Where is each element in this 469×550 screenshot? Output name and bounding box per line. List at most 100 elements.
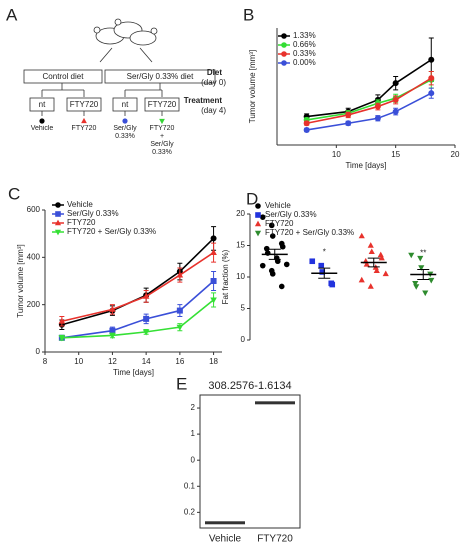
treatment-day: (day 4) xyxy=(201,106,226,115)
marker xyxy=(259,262,266,269)
marker xyxy=(263,245,270,252)
y-tick-label: 0 xyxy=(191,455,196,464)
treatment: FTY720 xyxy=(148,100,177,109)
legend-label: Ser/Gly 0.33% xyxy=(265,210,317,219)
group-name: Ser/Gly 0.33% xyxy=(113,125,137,140)
marker xyxy=(363,261,370,267)
legend-label: 0.66% xyxy=(293,40,316,49)
x-tick-label: 16 xyxy=(175,357,184,366)
treatment: nt xyxy=(122,100,129,109)
marker xyxy=(259,214,266,220)
sem-bar xyxy=(268,248,281,260)
legend-label: 0.00% xyxy=(293,58,316,67)
marker xyxy=(176,324,184,331)
series-line xyxy=(61,237,215,326)
treatment: FTY720 xyxy=(70,100,99,109)
marker xyxy=(279,243,286,250)
marker xyxy=(281,42,287,48)
group-name: FTY720 xyxy=(71,125,97,132)
group-name: FTY720 + Ser/Gly 0.33% xyxy=(149,125,175,156)
y-tick-label: 600 xyxy=(27,205,41,214)
marker xyxy=(374,103,381,110)
legend-label: 0.33% xyxy=(293,49,316,58)
marker xyxy=(55,211,61,217)
diet: Control diet xyxy=(43,72,85,81)
x-tick-label: 18 xyxy=(209,357,218,366)
treatment-label: Treatment xyxy=(184,96,223,105)
marker xyxy=(210,278,217,284)
y-tick-label: 0.2 xyxy=(184,507,196,516)
significance: * xyxy=(323,247,326,256)
marker xyxy=(255,203,261,209)
marker xyxy=(54,219,62,226)
marker xyxy=(374,115,381,122)
marker xyxy=(54,229,62,236)
arrows xyxy=(41,47,163,116)
marker xyxy=(377,251,384,258)
marker xyxy=(109,333,116,340)
x-tick-label: 15 xyxy=(391,150,400,159)
y-tick-label: 10 xyxy=(236,272,245,281)
sem-bar xyxy=(318,267,331,279)
y-tick-label: 2 xyxy=(191,403,196,412)
y-tick-label: 1 xyxy=(191,429,196,438)
marker xyxy=(254,220,262,227)
marker xyxy=(382,270,389,277)
marker xyxy=(408,252,415,259)
x-tick-label: 20 xyxy=(451,150,460,159)
marker xyxy=(39,118,45,124)
legend-label: FTY720 xyxy=(67,218,96,227)
diet-day: (day 0) xyxy=(201,78,226,87)
marker xyxy=(303,126,310,133)
marker xyxy=(109,327,116,334)
marker xyxy=(392,80,399,87)
marker xyxy=(417,255,424,262)
panel-label: C xyxy=(8,184,20,203)
group-label: Ser/Gly 0.33% xyxy=(113,125,137,140)
marker xyxy=(81,117,87,124)
marker xyxy=(373,267,380,273)
group-label: FTY720 xyxy=(71,125,97,132)
marker xyxy=(269,271,276,277)
sem-bar xyxy=(367,257,380,268)
marker xyxy=(159,118,165,125)
marker xyxy=(368,248,375,255)
marker xyxy=(55,202,61,208)
boxes xyxy=(23,69,216,112)
marker xyxy=(318,262,325,269)
marker xyxy=(428,90,435,97)
marker xyxy=(358,276,365,283)
panel-label: D xyxy=(246,189,258,208)
marker xyxy=(309,258,316,265)
group-label: Vehicle xyxy=(30,125,54,132)
legend-label: Vehicle xyxy=(67,200,93,209)
y-tick-label: 0 xyxy=(241,335,246,344)
y-tick-label: 15 xyxy=(236,241,245,250)
diet-label: Diet xyxy=(207,68,222,77)
series-line xyxy=(306,59,432,118)
legend-label: Ser/Gly 0.33% xyxy=(67,209,119,218)
y-tick-label: 0 xyxy=(36,347,41,356)
x-tick-label: 8 xyxy=(43,357,48,366)
y-axis-label: Fat fraction (%) xyxy=(221,249,230,304)
marker xyxy=(142,329,150,336)
x-tick-label: 14 xyxy=(142,357,151,366)
significance: ** xyxy=(420,249,426,258)
treatment: nt xyxy=(39,100,46,109)
marker xyxy=(345,111,352,118)
group-name: Vehicle xyxy=(30,125,54,132)
diet: Ser/Gly 0.33% diet xyxy=(127,72,194,81)
marker xyxy=(367,242,374,248)
marker xyxy=(412,281,419,287)
marker xyxy=(142,292,150,299)
marker xyxy=(210,235,217,242)
marker xyxy=(176,271,184,278)
marker xyxy=(428,75,435,82)
legend-label: FTY720 + Ser/Gly 0.33% xyxy=(67,227,156,236)
y-axis-label: Tumor volume [mm³] xyxy=(16,244,25,318)
marker xyxy=(281,60,287,66)
x-tick-label: 12 xyxy=(108,357,117,366)
legend-label: Vehicle xyxy=(265,201,291,210)
